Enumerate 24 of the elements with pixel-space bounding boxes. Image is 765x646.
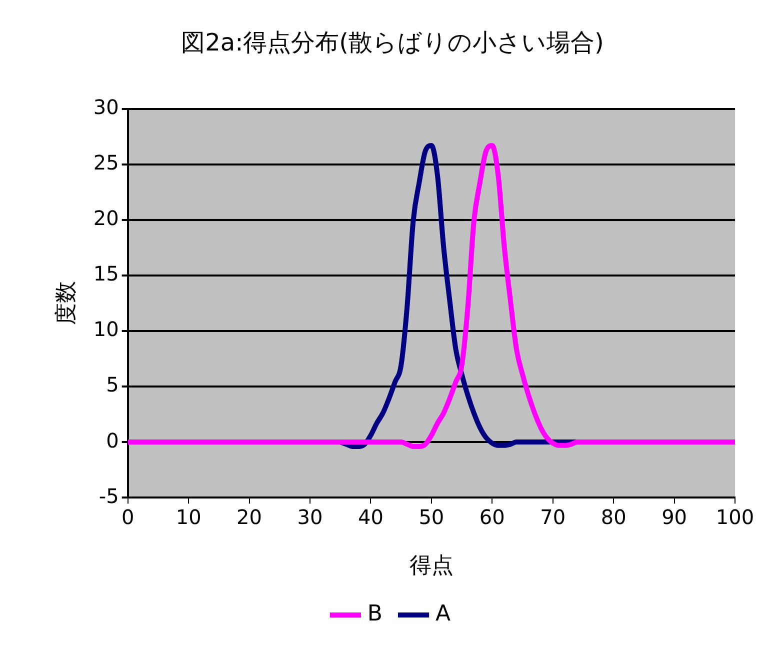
x-tick-label: 30 xyxy=(297,504,323,529)
x-axis-title: 得点 xyxy=(409,554,454,579)
y-tick-label: 20 xyxy=(93,206,119,230)
x-tick-label: 40 xyxy=(358,504,384,529)
legend-label: B xyxy=(367,602,383,627)
chart-title: 図2a:得点分布(散らばりの小さい場合) xyxy=(181,28,604,57)
x-tick-label: 10 xyxy=(176,504,202,529)
y-tick-label: 15 xyxy=(93,262,119,286)
y-axis-title: 度数 xyxy=(54,281,79,326)
x-tick-label: 0 xyxy=(121,504,134,529)
y-tick-label: 25 xyxy=(93,150,119,175)
x-tick-label: 100 xyxy=(716,504,754,529)
y-tick-label: 5 xyxy=(106,372,119,397)
legend-label: A xyxy=(436,602,451,627)
x-tick-label: 50 xyxy=(418,504,444,529)
y-tick-label: 10 xyxy=(93,317,119,342)
x-tick-label: 20 xyxy=(236,504,262,529)
y-tick-label: 30 xyxy=(93,95,119,120)
x-tick-label: 70 xyxy=(540,504,566,529)
y-tick-label: -5 xyxy=(98,484,119,508)
x-tick-label: 90 xyxy=(662,504,688,529)
x-tick-label: 80 xyxy=(600,504,626,529)
x-tick-label: 60 xyxy=(479,504,505,529)
y-tick-label: 0 xyxy=(106,428,119,452)
